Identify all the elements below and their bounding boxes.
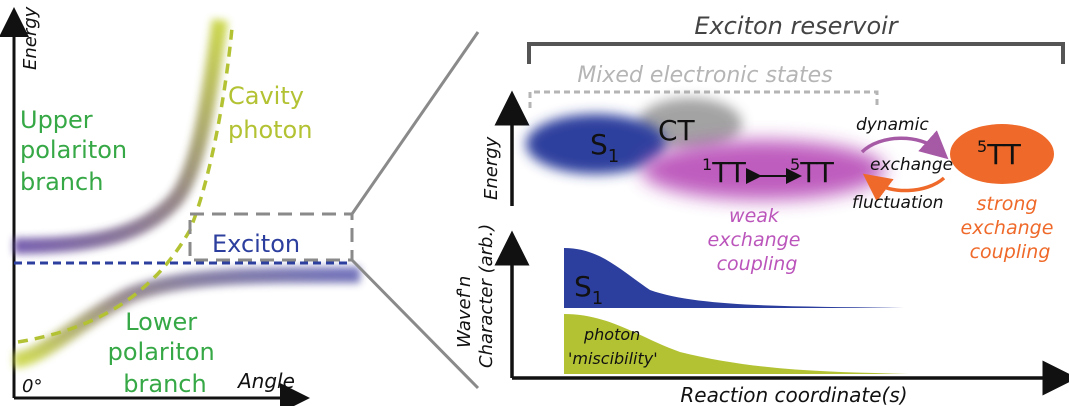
exchange-label: exchange <box>870 155 953 175</box>
exciton-label: Exciton <box>212 230 300 258</box>
zoom-connector-bottom <box>350 258 480 390</box>
upper-branch-label: Upper polariton branch <box>20 106 135 196</box>
right-panel: Exciton reservoir Mixed electronic state… <box>454 12 1069 406</box>
dynamic-label: dynamic <box>856 115 929 135</box>
reservoir-label: Exciton reservoir <box>694 12 899 40</box>
reservoir-bracket <box>527 42 1065 64</box>
exciton-zoom-box <box>188 212 354 262</box>
photon-label: photon 'miscibility' <box>568 325 658 368</box>
wavefn-axis-label: Wavef'n Character (arb.) <box>454 224 497 368</box>
s1-label: S1 <box>590 128 619 167</box>
tt5-label: 5TT <box>790 155 835 189</box>
upper-polariton-curve <box>13 18 228 254</box>
zoom-connector-top <box>350 31 480 215</box>
weak-coupling-label: weak exchange coupling <box>708 205 807 275</box>
lower-polariton-curve <box>13 267 361 368</box>
tt5-strong-blob <box>950 124 1054 184</box>
ct-label: CT <box>658 114 696 147</box>
tt1-label: 1TT <box>702 155 747 189</box>
left-x-axis-label: Angle <box>236 369 295 393</box>
s1-wave-area <box>564 248 904 308</box>
tt5-strong-label: 5TT <box>977 137 1022 171</box>
tt-blob <box>641 140 885 200</box>
reaction-axis-label: Reaction coordinate(s) <box>680 383 907 406</box>
cavity-photon-label: Cavity photon <box>228 82 312 144</box>
strong-coupling-label: strong exchange coupling <box>961 193 1060 263</box>
fluctuation-arrow <box>862 173 946 202</box>
mixed-bracket <box>528 90 879 108</box>
origin-label: 0° <box>22 376 42 397</box>
lower-branch-label: Lower polariton branch <box>108 308 223 398</box>
photon-wave-area <box>564 314 908 374</box>
left-y-axis-label: Energy <box>20 6 41 70</box>
dynamic-arrow <box>860 130 949 160</box>
s1-blob <box>526 114 666 174</box>
energy-axis-label: Energy <box>481 136 502 200</box>
fluctuation-label: fluctuation <box>852 193 944 213</box>
left-panel: Energy Angle 0° Upper polariton branch C… <box>0 6 361 406</box>
mixed-label: Mixed electronic states <box>577 63 832 88</box>
s1-wave-label: S1 <box>574 270 603 309</box>
